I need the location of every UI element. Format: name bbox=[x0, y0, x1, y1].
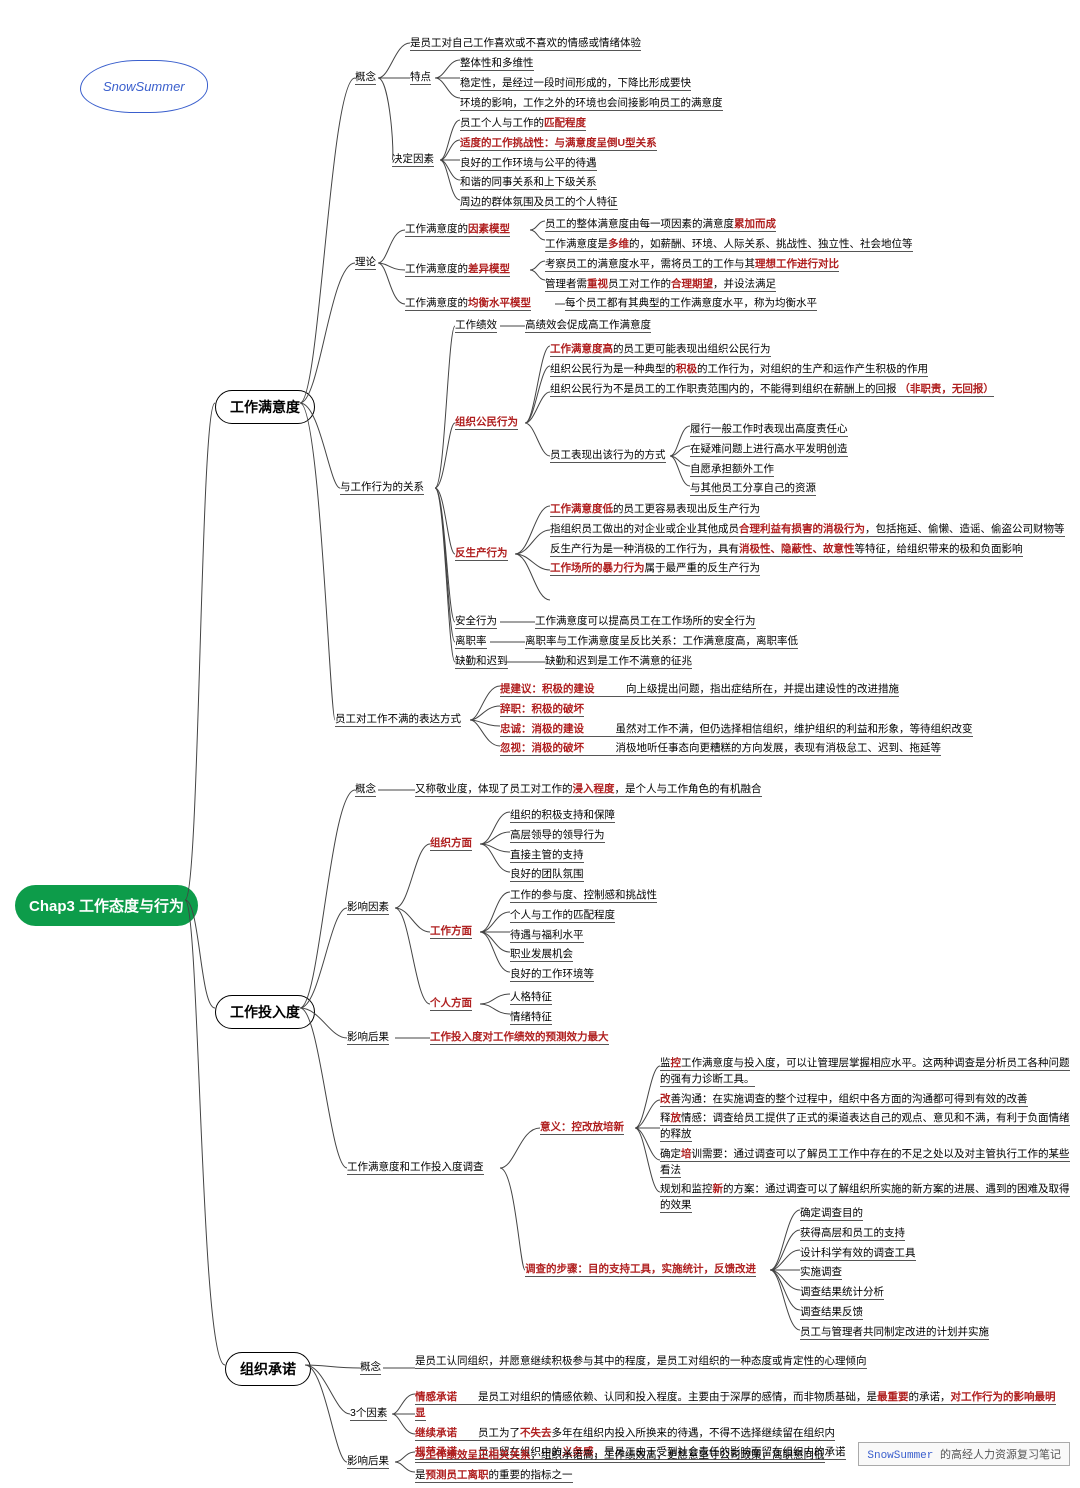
b2-survey-steps-list: 确定调查目的 获得高层和员工的支持 设计科学有效的调查工具 实施调查 调查结果统… bbox=[800, 1202, 1060, 1344]
b2-f-org: 组织方面 bbox=[430, 836, 472, 852]
b1-theory-a-list: 员工的整体满意度由每一项因素的满意度累加而成 工作满意度是多维的，如薪酬、环境、… bbox=[545, 213, 1065, 257]
b2-f-ind-list: 人格特征 情绪特征 bbox=[510, 986, 710, 1030]
watermark-cloud: SnowSummer bbox=[80, 60, 208, 113]
b2-outcome-txt: 工作投入度对工作绩效的预测效力最大 bbox=[430, 1030, 609, 1046]
b3-concept: 概念 bbox=[360, 1360, 381, 1376]
b1-rel-c-list: 工作满意度低的员工更容易表现出反生产行为 指组织员工做出的对企业或企业其他成员合… bbox=[550, 498, 1065, 581]
b1-rel-f1: 缺勤和迟到是工作不满意的征兆 bbox=[545, 654, 692, 670]
b1-theory-b: 工作满意度的差异模型 bbox=[405, 262, 510, 278]
b1-express-list: 提建议：积极的建设 向上级提出问题，指出症结所在，并提出建设性的改进措施 辞职：… bbox=[500, 678, 1060, 761]
b2-outcome: 影响后果 bbox=[347, 1030, 389, 1046]
b2-concept: 概念 bbox=[355, 782, 376, 798]
b1-concept-def: 是员工对自己工作喜欢或不喜欢的情感或情绪体验 bbox=[410, 36, 641, 52]
b1-rel-d: 安全行为 bbox=[455, 614, 497, 630]
branch-3-title: 组织承诺 bbox=[225, 1352, 311, 1386]
b1-rel-a1: 高绩效会促成高工作满意度 bbox=[525, 318, 651, 334]
b2-survey: 工作满意度和工作投入度调查 bbox=[347, 1160, 484, 1176]
b1-rel: 与工作行为的关系 bbox=[340, 480, 424, 496]
b1-rel-a: 工作绩效 bbox=[455, 318, 497, 334]
b1-rel-c: 反生产行为 bbox=[455, 546, 508, 562]
b1-rel-b4-list: 履行一般工作时表现出高度责任心 在疑难问题上进行高水平发明创造 自愿承担额外工作… bbox=[690, 418, 1050, 501]
root-node: Chap3 工作态度与行为 bbox=[15, 885, 198, 926]
b1-rel-e1: 离职率与工作满意度呈反比关系：工作满意度高，离职率低 bbox=[525, 634, 798, 650]
branch-1-title: 工作满意度 bbox=[215, 390, 315, 424]
b1-rel-f: 缺勤和迟到 bbox=[455, 654, 508, 670]
b2-f-work: 工作方面 bbox=[430, 924, 472, 940]
b2-factors: 影响因素 bbox=[347, 900, 389, 916]
b1-express: 员工对工作不满的表达方式 bbox=[335, 712, 461, 728]
b1-rel-e: 离职率 bbox=[455, 634, 487, 650]
b1-theory-c1: 每个员工都有其典型的工作满意度水平，称为均衡水平 bbox=[565, 296, 817, 312]
b1-theory: 理论 bbox=[355, 255, 376, 271]
b1-factors-list: 员工个人与工作的匹配程度 适度的工作挑战性：与满意度呈倒U型关系 良好的工作环境… bbox=[460, 112, 880, 215]
b2-survey-sig-list: 监控工作满意度与投入度，可以让管理层掌握相应水平。这两种调查是分析员工各种问题的… bbox=[660, 1052, 1070, 1218]
branch-2-title: 工作投入度 bbox=[215, 995, 315, 1029]
b2-f-org-list: 组织的积极支持和保障 高层领导的领导行为 直接主管的支持 良好的团队氛围 bbox=[510, 804, 870, 887]
b1-theory-c: 工作满意度的均衡水平模型 bbox=[405, 296, 531, 312]
b2-f-work-list: 工作的参与度、控制感和挑战性 个人与工作的匹配程度 待遇与福利水平 职业发展机会… bbox=[510, 884, 870, 987]
b1-theory-a: 工作满意度的因素模型 bbox=[405, 222, 510, 238]
b1-rel-b: 组织公民行为 bbox=[455, 415, 518, 431]
b1-concept: 概念 bbox=[355, 70, 376, 86]
b1-theory-b-list: 考察员工的满意度水平，需将员工的工作与其理想工作进行对比 管理者需重视员工对工作… bbox=[545, 253, 1065, 297]
b1-concept-factors: 决定因素 bbox=[392, 152, 434, 168]
b1-feat-list: 整体性和多维性 稳定性，是经过一段时间形成的，下降比形成要快 环境的影响，工作之… bbox=[460, 52, 880, 115]
b3-concept-txt: 是员工认同组织，并愿意继续积极参与其中的程度，是员工对组织的一种态度或肯定性的心… bbox=[415, 1354, 895, 1370]
b2-f-ind: 个人方面 bbox=[430, 996, 472, 1012]
b1-concept-feat: 特点 bbox=[410, 70, 431, 86]
b3-3f: 3个因素 bbox=[350, 1406, 387, 1422]
b1-rel-d1: 工作满意度可以提高员工在工作场所的安全行为 bbox=[535, 614, 756, 630]
b1-rel-b4: 员工表现出该行为的方式 bbox=[550, 448, 666, 464]
b2-survey-steps: 调查的步骤：目的支持工具，实施统计，反馈改进 bbox=[525, 1262, 756, 1278]
footer-watermark: SnowSummer 的高经人力资源复习笔记 bbox=[858, 1442, 1070, 1466]
b2-survey-sig: 意义：控改放培新 bbox=[540, 1120, 624, 1136]
b2-concept-txt: 又称敬业度，体现了员工对工作的浸入程度，是个人与工作角色的有机融合 bbox=[415, 782, 975, 798]
b3-outcome: 影响后果 bbox=[347, 1454, 389, 1470]
b1-rel-b-list: 工作满意度高的员工更可能表现出组织公民行为 组织公民行为是一种典型的积极的工作行… bbox=[550, 338, 1060, 401]
